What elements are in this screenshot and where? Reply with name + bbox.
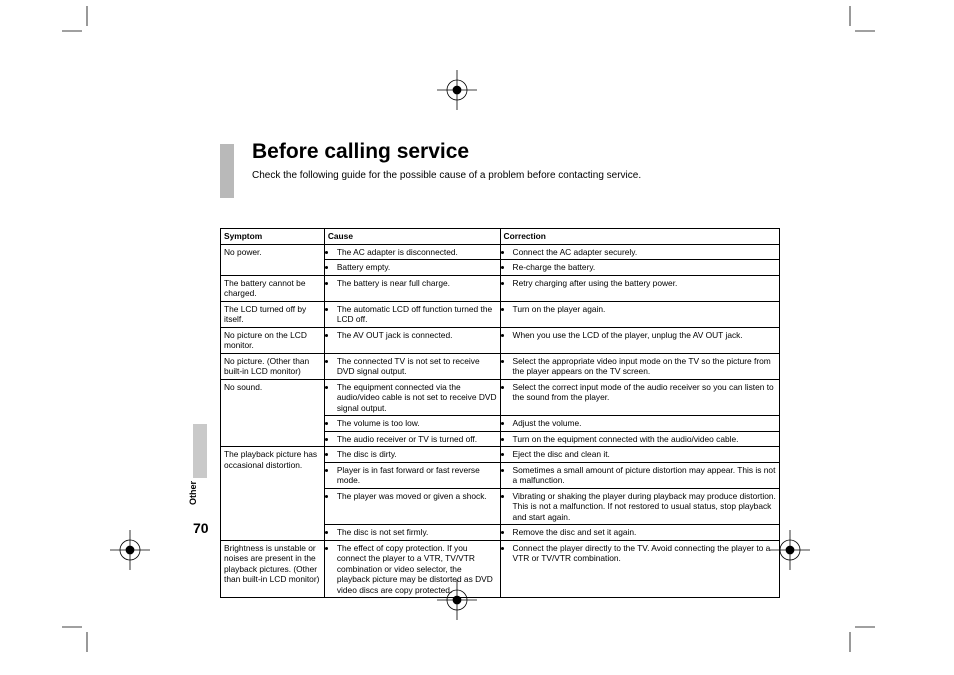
table-row: The battery cannot be charged.The batter… [221,275,780,301]
page-content: Before calling service Check the followi… [220,140,780,598]
cause-cell: The AC adapter is disconnected. [324,244,500,260]
registration-mark-top [437,70,477,110]
symptom-cell: No picture on the LCD monitor. [221,327,325,353]
correction-cell: Remove the disc and set it again. [500,525,779,541]
correction-cell: Connect the player directly to the TV. A… [500,540,779,598]
table-header: Correction [500,229,779,245]
symptom-cell: No sound. [221,379,325,447]
correction-cell: Select the correct input mode of the aud… [500,379,779,416]
table-row: The LCD turned off by itself.The automat… [221,301,780,327]
crop-mark-br [825,602,875,652]
correction-cell: Adjust the volume. [500,416,779,432]
symptom-cell: No power. [221,244,325,275]
table-row: The playback picture has occasional dist… [221,447,780,463]
cause-cell: The audio receiver or TV is turned off. [324,431,500,447]
table-header: Cause [324,229,500,245]
correction-cell: Turn on the equipment connected with the… [500,431,779,447]
table-header: Symptom [221,229,325,245]
section-label: Other [188,481,198,505]
correction-cell: When you use the LCD of the player, unpl… [500,327,779,353]
symptom-cell: The playback picture has occasional dist… [221,447,325,541]
correction-cell: Vibrating or shaking the player during p… [500,488,779,525]
crop-mark-tl [62,6,112,56]
cause-cell: The equipment connected via the audio/vi… [324,379,500,416]
table-row: No power.The AC adapter is disconnected.… [221,244,780,260]
cause-cell: Player is in fast forward or fast revers… [324,462,500,488]
symptom-cell: Brightness is unstable or noises are pre… [221,540,325,598]
cause-cell: The volume is too low. [324,416,500,432]
cause-cell: The disc is dirty. [324,447,500,463]
cause-cell: The AV OUT jack is connected. [324,327,500,353]
correction-cell: Retry charging after using the battery p… [500,275,779,301]
troubleshooting-table: SymptomCauseCorrection No power.The AC a… [220,228,780,598]
correction-cell: Re-charge the battery. [500,260,779,276]
side-tab [193,424,207,478]
correction-cell: Turn on the player again. [500,301,779,327]
registration-mark-bl [110,530,150,570]
page-intro: Check the following guide for the possib… [252,170,641,181]
cause-cell: The disc is not set firmly. [324,525,500,541]
cause-cell: Battery empty. [324,260,500,276]
crop-mark-tr [825,6,875,56]
correction-cell: Select the appropriate video input mode … [500,353,779,379]
page-number: 70 [193,520,209,536]
cause-cell: The effect of copy protection. If you co… [324,540,500,598]
cause-cell: The player was moved or given a shock. [324,488,500,525]
table-row: No sound.The equipment connected via the… [221,379,780,416]
correction-cell: Connect the AC adapter securely. [500,244,779,260]
symptom-cell: The battery cannot be charged. [221,275,325,301]
symptom-cell: No picture. (Other than built-in LCD mon… [221,353,325,379]
cause-cell: The automatic LCD off function turned th… [324,301,500,327]
crop-mark-bl [62,602,112,652]
table-row: No picture. (Other than built-in LCD mon… [221,353,780,379]
correction-cell: Sometimes a small amount of picture dist… [500,462,779,488]
cause-cell: The battery is near full charge. [324,275,500,301]
correction-cell: Eject the disc and clean it. [500,447,779,463]
table-row: Brightness is unstable or noises are pre… [221,540,780,598]
table-row: No picture on the LCD monitor.The AV OUT… [221,327,780,353]
page-title: Before calling service [252,140,641,164]
cause-cell: The connected TV is not set to receive D… [324,353,500,379]
symptom-cell: The LCD turned off by itself. [221,301,325,327]
title-accent-bar [220,144,234,198]
